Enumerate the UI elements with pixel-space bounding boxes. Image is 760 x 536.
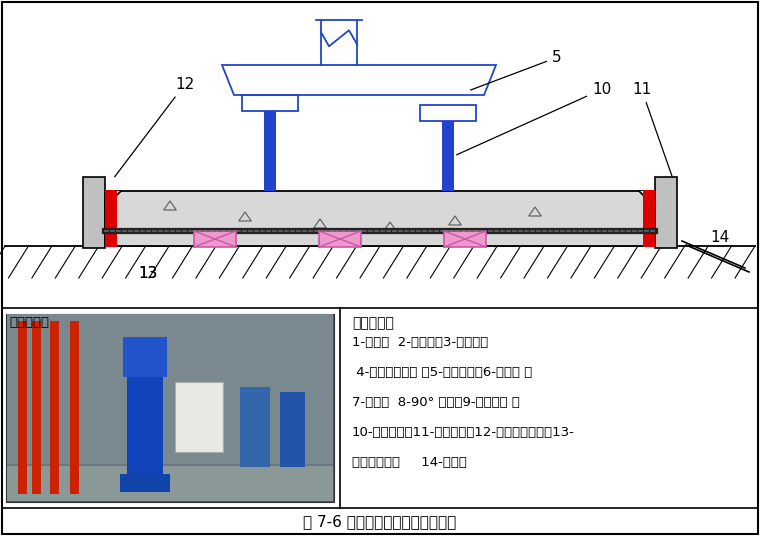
Text: 符号说明：: 符号说明：: [352, 316, 394, 330]
Bar: [444, 231, 486, 247]
Bar: [7, 314, 333, 464]
Bar: [655, 177, 677, 248]
Text: 11: 11: [632, 82, 672, 176]
Text: 10-浮动底座；11-隔离夹板；12-外部等级夹板；13-: 10-浮动底座；11-隔离夹板；12-外部等级夹板；13-: [352, 426, 575, 439]
Polygon shape: [105, 191, 121, 207]
Bar: [120, 474, 170, 492]
Bar: [18, 321, 27, 494]
Bar: [127, 377, 163, 477]
Bar: [123, 337, 167, 377]
Text: 7-支架；  8-90° 弯头；9-弹性吊架 ；: 7-支架； 8-90° 弯头；9-弹性吊架 ；: [352, 396, 520, 409]
Bar: [50, 321, 59, 494]
Bar: [105, 190, 117, 247]
Text: 图 7-6 立式水泵与管路连接示意图: 图 7-6 立式水泵与管路连接示意图: [303, 515, 457, 530]
Text: 1-闸阀；  2-除污器；3-软接头；: 1-闸阀； 2-除污器；3-软接头；: [352, 336, 488, 349]
Bar: [319, 231, 361, 247]
Text: 14: 14: [711, 230, 730, 245]
Bar: [2, 2, 758, 308]
Bar: [264, 111, 276, 191]
Bar: [83, 177, 105, 248]
Bar: [175, 382, 223, 452]
Bar: [105, 191, 655, 246]
Bar: [7, 315, 333, 501]
Text: 实施案例：: 实施案例：: [9, 316, 49, 329]
Bar: [32, 321, 41, 494]
Bar: [70, 321, 79, 494]
Bar: [240, 387, 270, 467]
Text: 13: 13: [138, 266, 157, 281]
Text: 13: 13: [138, 265, 157, 280]
Bar: [6, 314, 334, 502]
Text: 5: 5: [470, 50, 562, 90]
Polygon shape: [639, 191, 655, 207]
Text: 4-压力表连旋塞 ；5-立式水泵；6-止回阀 ；: 4-压力表连旋塞 ；5-立式水泵；6-止回阀 ；: [352, 366, 532, 379]
Text: 12: 12: [115, 77, 195, 177]
Bar: [420, 105, 476, 121]
Text: 10: 10: [457, 82, 611, 155]
Bar: [442, 121, 454, 191]
Bar: [242, 95, 298, 111]
Bar: [643, 190, 655, 247]
Text: 隔振橡胶垫；     14-地面；: 隔振橡胶垫； 14-地面；: [352, 456, 467, 469]
Bar: [280, 392, 305, 467]
Bar: [194, 231, 236, 247]
Bar: [7, 466, 333, 501]
